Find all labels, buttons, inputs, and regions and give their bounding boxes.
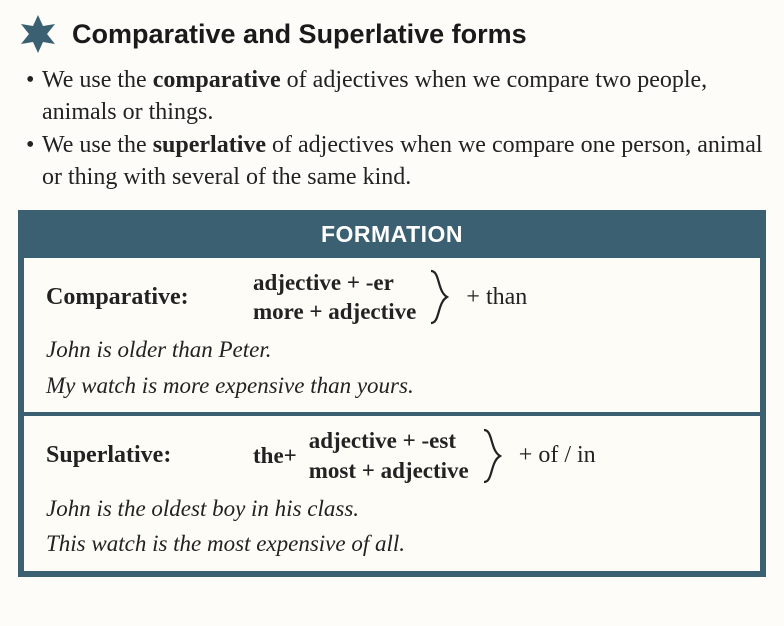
formation-header: FORMATION — [21, 213, 763, 258]
superlative-ex2: This watch is the most expensive of all. — [46, 527, 742, 560]
page-container: Comparative and Superlative forms We use… — [0, 0, 784, 593]
superlative-suffix: + of / in — [515, 442, 596, 469]
superlative-ex1: John is the oldest boy in his class. — [46, 492, 742, 525]
comparative-stack: adjective + -er more + adjective — [253, 268, 416, 328]
bullet2-prefix: We use the — [42, 132, 153, 158]
comparative-suffix: + than — [462, 284, 527, 311]
superlative-ofin: of / in — [538, 442, 595, 468]
comparative-ex2: My watch is more expensive than yours. — [46, 369, 742, 402]
title-row: Comparative and Superlative forms — [18, 14, 766, 54]
comparative-plus: + — [466, 284, 486, 310]
formation-box: FORMATION Comparative: adjective + -er m… — [18, 210, 766, 577]
superlative-formula: Superlative: the+ adjective + -est most … — [46, 426, 742, 486]
bullet1-strong: comparative — [153, 67, 281, 93]
bullet1-prefix: We use the — [42, 67, 153, 93]
superlative-panel: Superlative: the+ adjective + -est most … — [24, 416, 760, 570]
page-title: Comparative and Superlative forms — [72, 19, 527, 50]
intro-bullets: We use the comparative of adjectives whe… — [18, 64, 766, 194]
comparative-line1: adjective + -er — [253, 268, 416, 298]
bullet2-strong: superlative — [153, 132, 266, 158]
bullet-comparative: We use the comparative of adjectives whe… — [24, 64, 766, 129]
brace-icon — [428, 269, 450, 325]
comparative-than: than — [486, 284, 527, 310]
comparative-formula: Comparative: adjective + -er more + adje… — [46, 268, 742, 328]
superlative-examples: John is the oldest boy in his class. Thi… — [46, 492, 742, 561]
comparative-ex1: John is older than Peter. — [46, 333, 742, 366]
superlative-label: Superlative: — [46, 442, 241, 469]
brace-icon — [481, 428, 503, 484]
comparative-label: Comparative: — [46, 284, 241, 311]
comparative-examples: John is older than Peter. My watch is mo… — [46, 333, 742, 402]
superlative-stack: adjective + -est most + adjective — [309, 426, 469, 486]
comparative-panel: Comparative: adjective + -er more + adje… — [24, 258, 760, 412]
star-icon — [18, 14, 58, 54]
superlative-line1: adjective + -est — [309, 426, 469, 456]
superlative-line2: most + adjective — [309, 456, 469, 486]
superlative-prefix: the+ — [253, 443, 297, 469]
comparative-line2: more + adjective — [253, 297, 416, 327]
bullet-superlative: We use the superlative of adjectives whe… — [24, 129, 766, 194]
superlative-plus: + — [519, 442, 539, 468]
